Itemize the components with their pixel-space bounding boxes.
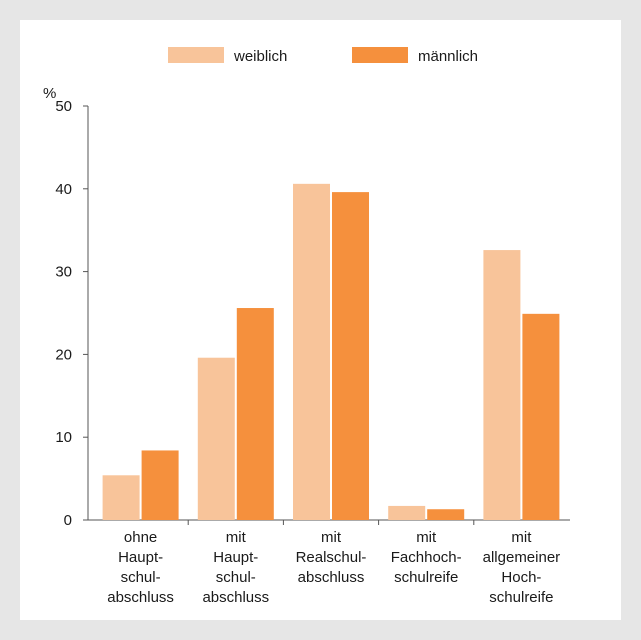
y-tick-label: 20: [55, 346, 72, 363]
y-unit-label: %: [43, 85, 56, 102]
x-category-label: mit Realschul-abschluss: [296, 529, 367, 586]
bar-weiblich-3: [388, 505, 426, 520]
x-axis-labels: ohne Haupt-schul-abschluss mit Haupt-schul-…: [107, 529, 560, 606]
x-category-label: mit Fachhoch-schulreife: [391, 529, 462, 586]
legend-label-0: weiblich: [233, 48, 287, 65]
bar-weiblich-4: [483, 250, 521, 520]
x-category-label: ohne Haupt-schul-abschluss: [107, 529, 174, 606]
bar-weiblich-1: [197, 357, 235, 520]
x-category-label: mit Haupt-schul-abschluss: [202, 529, 269, 606]
bar-maennlich-1: [236, 308, 274, 520]
legend: weiblich männlich: [168, 47, 478, 65]
y-tick-label: 10: [55, 429, 72, 446]
x-category-label: mit allgemeiner Hoch-schulreife: [483, 529, 561, 606]
bar-maennlich-0: [141, 450, 179, 520]
y-tick-label: 50: [55, 98, 72, 115]
bar-weiblich-0: [102, 475, 140, 520]
bar-maennlich-4: [522, 313, 560, 520]
legend-swatch-0: [168, 47, 224, 63]
bar-maennlich-3: [427, 509, 465, 520]
y-tick-label: 40: [55, 181, 72, 198]
legend-swatch-1: [352, 47, 408, 63]
y-tick-label: 0: [64, 512, 72, 529]
bars: [102, 183, 560, 525]
bar-maennlich-2: [332, 192, 369, 520]
y-tick-label: 30: [55, 264, 72, 281]
legend-label-1: männlich: [418, 48, 478, 65]
bar-weiblich-2: [293, 183, 330, 520]
